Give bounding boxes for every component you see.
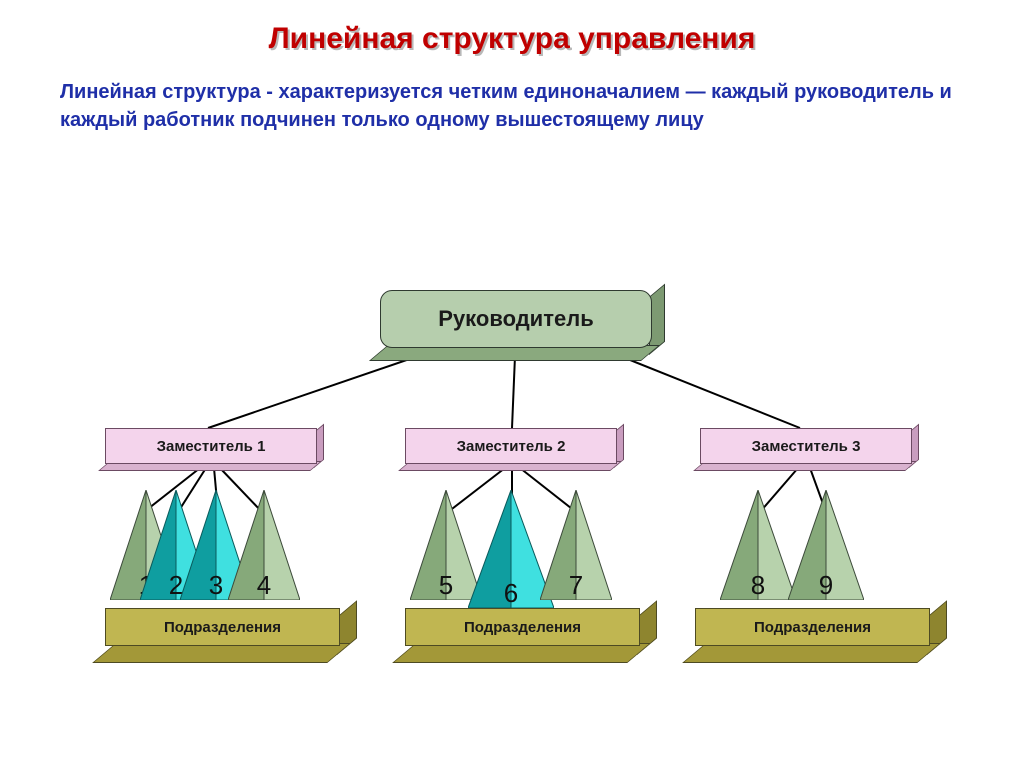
pyramid-number: 8	[720, 570, 796, 601]
box-label: Подразделения	[105, 608, 340, 646]
root-box: Руководитель	[380, 290, 650, 346]
pyramid-4: 4	[228, 490, 300, 600]
box-label: Заместитель 2	[405, 428, 617, 464]
box-label: Руководитель	[380, 290, 652, 348]
deputy-box-2: Заместитель 2	[405, 428, 615, 462]
department-bar-3: Подразделения	[695, 608, 928, 644]
diagram-description: Линейная структура - характеризуется чет…	[60, 78, 960, 134]
title-text: Линейная структура управления	[269, 22, 756, 55]
deputy-box-1: Заместитель 1	[105, 428, 315, 462]
pyramid-number: 9	[788, 570, 864, 601]
department-bar-2: Подразделения	[405, 608, 638, 644]
pyramid-number: 7	[540, 570, 612, 601]
box-label: Подразделения	[405, 608, 640, 646]
box-label: Подразделения	[695, 608, 930, 646]
deputy-box-3: Заместитель 3	[700, 428, 910, 462]
pyramid-number: 4	[228, 570, 300, 601]
description-text: Линейная структура - характеризуется чет…	[60, 81, 952, 131]
pyramid-7: 7	[540, 490, 612, 600]
diagram-canvas: Линейная структура управления Линейная с…	[0, 0, 1024, 768]
diagram-title: Линейная структура управления	[0, 22, 1024, 56]
box-label: Заместитель 1	[105, 428, 317, 464]
pyramid-9: 9	[788, 490, 864, 600]
box-label: Заместитель 3	[700, 428, 912, 464]
pyramid-8: 8	[720, 490, 796, 600]
department-bar-1: Подразделения	[105, 608, 338, 644]
